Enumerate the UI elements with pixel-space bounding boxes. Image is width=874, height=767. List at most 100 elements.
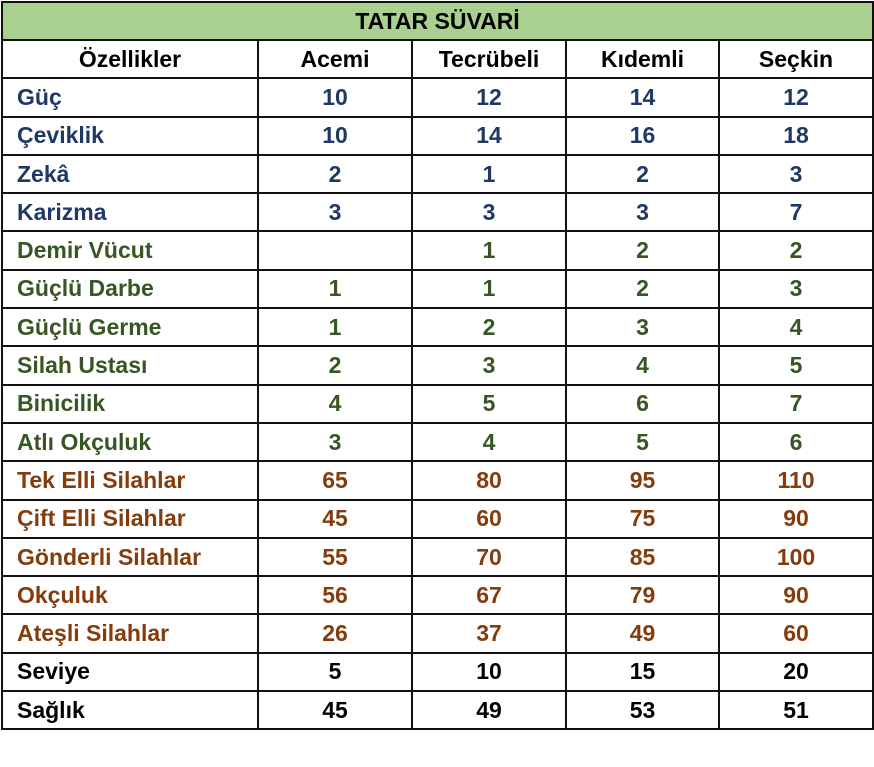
table-row: Gönderli Silahlar 55 70 85 100 xyxy=(1,536,874,578)
column-header: Acemi xyxy=(257,38,413,80)
table-title: TATAR SÜVARİ xyxy=(1,1,874,41)
table-row: Silah Ustası 2 3 4 5 xyxy=(1,345,874,386)
title-row: TATAR SÜVARİ xyxy=(1,1,874,41)
cell-value: 65 xyxy=(257,460,413,501)
cell-value: 3 xyxy=(565,192,720,233)
cell-value: 1 xyxy=(411,230,567,271)
cell-value: 14 xyxy=(565,77,720,118)
cell-value: 2 xyxy=(257,153,413,195)
table-row: Okçuluk 56 67 79 90 xyxy=(1,575,874,616)
row-label: Çeviklik xyxy=(1,115,259,156)
cell-value: 90 xyxy=(718,575,874,616)
cell-value: 49 xyxy=(411,690,567,731)
table-row: Seviye 5 10 15 20 xyxy=(1,651,874,693)
table-row: Zekâ 2 1 2 3 xyxy=(1,153,874,195)
stats-table: TATAR SÜVARİ Özellikler Acemi Tecrübeli … xyxy=(1,1,874,731)
row-label: Ateşli Silahlar xyxy=(1,613,259,654)
cell-value: 56 xyxy=(257,575,413,616)
cell-value: 4 xyxy=(565,345,720,386)
cell-value: 95 xyxy=(565,460,720,501)
cell-value: 3 xyxy=(411,345,567,386)
cell-value: 12 xyxy=(718,77,874,118)
row-label: Demir Vücut xyxy=(1,230,259,271)
cell-value: 7 xyxy=(718,383,874,424)
cell-value: 3 xyxy=(718,153,874,195)
cell-value: 2 xyxy=(257,345,413,386)
row-label: Gönderli Silahlar xyxy=(1,536,259,578)
cell-value: 12 xyxy=(411,77,567,118)
row-label: Çift Elli Silahlar xyxy=(1,498,259,539)
cell-value: 5 xyxy=(411,383,567,424)
cell-value: 45 xyxy=(257,690,413,731)
cell-value: 55 xyxy=(257,536,413,578)
table-row: Güç 10 12 14 12 xyxy=(1,77,874,118)
cell-value: 75 xyxy=(565,498,720,539)
row-label: Zekâ xyxy=(1,153,259,195)
cell-value: 7 xyxy=(718,192,874,233)
cell-value: 51 xyxy=(718,690,874,731)
cell-value: 1 xyxy=(411,268,567,310)
cell-value: 67 xyxy=(411,575,567,616)
cell-value: 70 xyxy=(411,536,567,578)
table-row: Karizma 3 3 3 7 xyxy=(1,192,874,233)
column-header: Kıdemli xyxy=(565,38,720,80)
cell-value: 16 xyxy=(565,115,720,156)
cell-value: 2 xyxy=(565,268,720,310)
column-header: Tecrübeli xyxy=(411,38,567,80)
cell-value xyxy=(257,230,413,271)
cell-value: 6 xyxy=(718,421,874,463)
cell-value: 53 xyxy=(565,690,720,731)
cell-value: 3 xyxy=(411,192,567,233)
cell-value: 3 xyxy=(565,307,720,348)
cell-value: 60 xyxy=(411,498,567,539)
cell-value: 5 xyxy=(718,345,874,386)
cell-value: 1 xyxy=(257,307,413,348)
column-header: Seçkin xyxy=(718,38,874,80)
table-row: Ateşli Silahlar 26 37 49 60 xyxy=(1,613,874,654)
cell-value: 6 xyxy=(565,383,720,424)
cell-value: 10 xyxy=(257,77,413,118)
table-row: Tek Elli Silahlar 65 80 95 110 xyxy=(1,460,874,501)
cell-value: 15 xyxy=(565,651,720,693)
cell-value: 100 xyxy=(718,536,874,578)
cell-value: 1 xyxy=(257,268,413,310)
cell-value: 18 xyxy=(718,115,874,156)
row-label: Silah Ustası xyxy=(1,345,259,386)
row-label: Binicilik xyxy=(1,383,259,424)
cell-value: 45 xyxy=(257,498,413,539)
table-row: Güçlü Darbe 1 1 2 3 xyxy=(1,268,874,310)
cell-value: 2 xyxy=(718,230,874,271)
cell-value: 110 xyxy=(718,460,874,501)
cell-value: 1 xyxy=(411,153,567,195)
cell-value: 85 xyxy=(565,536,720,578)
table-row: Binicilik 4 5 6 7 xyxy=(1,383,874,424)
row-label: Güçlü Darbe xyxy=(1,268,259,310)
cell-value: 37 xyxy=(411,613,567,654)
cell-value: 60 xyxy=(718,613,874,654)
cell-value: 2 xyxy=(565,153,720,195)
cell-value: 26 xyxy=(257,613,413,654)
row-label: Okçuluk xyxy=(1,575,259,616)
cell-value: 4 xyxy=(257,383,413,424)
row-label: Güç xyxy=(1,77,259,118)
row-label: Atlı Okçuluk xyxy=(1,421,259,463)
cell-value: 79 xyxy=(565,575,720,616)
row-label: Güçlü Germe xyxy=(1,307,259,348)
cell-value: 5 xyxy=(257,651,413,693)
table-row: Çeviklik 10 14 16 18 xyxy=(1,115,874,156)
cell-value: 14 xyxy=(411,115,567,156)
cell-value: 3 xyxy=(257,192,413,233)
row-label: Tek Elli Silahlar xyxy=(1,460,259,501)
cell-value: 90 xyxy=(718,498,874,539)
cell-value: 3 xyxy=(718,268,874,310)
column-header: Özellikler xyxy=(1,38,259,80)
table-row: Sağlık 45 49 53 51 xyxy=(1,690,874,731)
cell-value: 2 xyxy=(565,230,720,271)
table-row: Güçlü Germe 1 2 3 4 xyxy=(1,307,874,348)
row-label: Karizma xyxy=(1,192,259,233)
table-row: Demir Vücut 1 2 2 xyxy=(1,230,874,271)
cell-value: 4 xyxy=(718,307,874,348)
cell-value: 2 xyxy=(411,307,567,348)
header-row: Özellikler Acemi Tecrübeli Kıdemli Seçki… xyxy=(1,38,874,80)
row-label: Seviye xyxy=(1,651,259,693)
